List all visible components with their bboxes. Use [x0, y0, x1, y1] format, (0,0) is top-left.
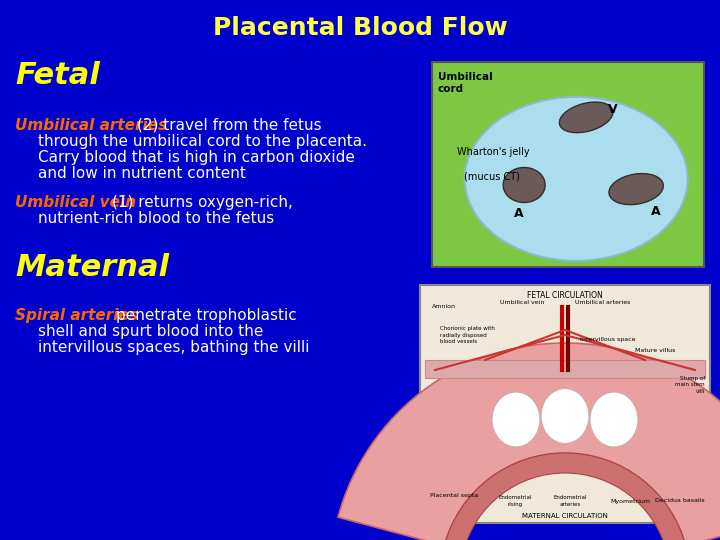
Text: Fetal: Fetal: [15, 60, 100, 90]
Text: Endometrial
arteries: Endometrial arteries: [553, 495, 587, 507]
Text: Maternal: Maternal: [15, 253, 169, 282]
Ellipse shape: [590, 392, 638, 447]
Text: Umbilical: Umbilical: [438, 72, 492, 82]
Text: Carry blood that is high in carbon dioxide: Carry blood that is high in carbon dioxi…: [38, 150, 355, 165]
Ellipse shape: [464, 97, 688, 261]
Wedge shape: [444, 453, 685, 540]
Text: Endometrial
rising: Endometrial rising: [498, 495, 532, 507]
Text: Umbilical vein: Umbilical vein: [15, 195, 136, 210]
Text: (1) returns oxygen-rich,: (1) returns oxygen-rich,: [112, 195, 293, 210]
Text: Spiral arteries: Spiral arteries: [15, 308, 138, 323]
Text: Mature villus: Mature villus: [635, 348, 675, 353]
Text: Intervillous space: Intervillous space: [580, 338, 636, 342]
Text: Placental septa: Placental septa: [430, 492, 478, 497]
Text: Umbilical arteries: Umbilical arteries: [575, 300, 631, 306]
Text: Chorionic plate with
radially disposed
blood vessels: Chorionic plate with radially disposed b…: [440, 326, 495, 343]
FancyBboxPatch shape: [420, 285, 710, 523]
Text: Wharton's jelly: Wharton's jelly: [457, 147, 530, 157]
Text: (mucus CT): (mucus CT): [464, 172, 520, 182]
FancyBboxPatch shape: [432, 62, 704, 267]
Text: Umbilical vein: Umbilical vein: [500, 300, 544, 306]
Text: cord: cord: [438, 84, 464, 94]
Text: Stump of
main stem
villi: Stump of main stem villi: [675, 376, 705, 394]
Wedge shape: [338, 343, 720, 540]
FancyBboxPatch shape: [425, 360, 705, 378]
Text: FETAL CIRCULATION: FETAL CIRCULATION: [527, 291, 603, 300]
Text: (2) travel from the fetus: (2) travel from the fetus: [137, 118, 322, 133]
Ellipse shape: [492, 392, 540, 447]
Text: A: A: [652, 205, 661, 218]
Text: through the umbilical cord to the placenta.: through the umbilical cord to the placen…: [38, 134, 367, 149]
Text: Placental Blood Flow: Placental Blood Flow: [212, 16, 508, 40]
Text: Decidua basalis: Decidua basalis: [655, 498, 705, 503]
Text: penetrate trophoblastic: penetrate trophoblastic: [116, 308, 297, 323]
Text: A: A: [514, 207, 524, 220]
Text: Amnion: Amnion: [432, 305, 456, 309]
Text: intervillous spaces, bathing the villi: intervillous spaces, bathing the villi: [38, 340, 310, 355]
Text: MATERNAL CIRCULATION: MATERNAL CIRCULATION: [522, 513, 608, 519]
Text: shell and spurt blood into the: shell and spurt blood into the: [38, 324, 264, 339]
Ellipse shape: [503, 167, 545, 202]
Text: V: V: [608, 103, 618, 116]
Text: nutrient-rich blood to the fetus: nutrient-rich blood to the fetus: [38, 211, 274, 226]
Ellipse shape: [559, 102, 613, 133]
Text: Myometrium: Myometrium: [610, 498, 650, 503]
Text: and low in nutrient content: and low in nutrient content: [38, 166, 246, 181]
Ellipse shape: [541, 388, 589, 443]
Text: Umbilical arteries: Umbilical arteries: [15, 118, 167, 133]
Ellipse shape: [609, 173, 663, 205]
